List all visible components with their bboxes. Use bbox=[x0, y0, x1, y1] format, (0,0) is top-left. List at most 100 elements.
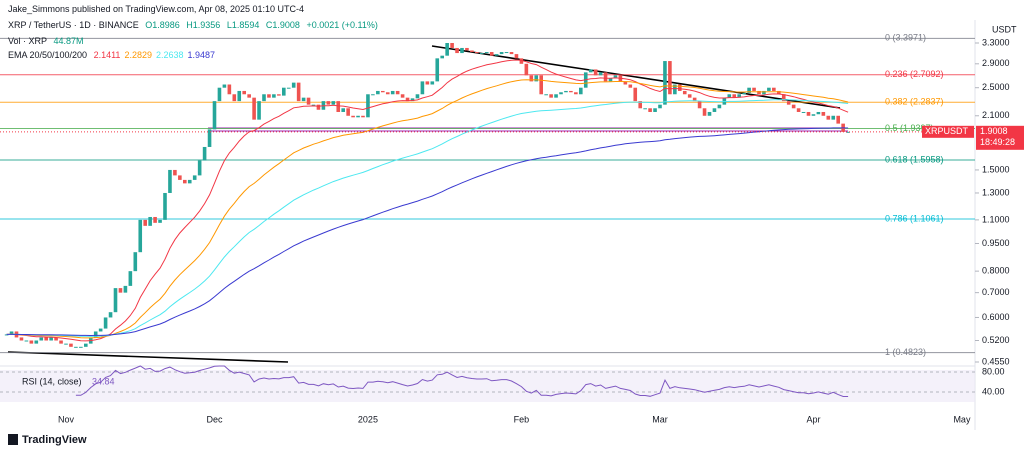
candle bbox=[504, 52, 509, 54]
candle bbox=[79, 346, 83, 348]
candle bbox=[282, 87, 286, 96]
candle bbox=[747, 87, 751, 93]
candle bbox=[395, 90, 400, 95]
candle bbox=[826, 115, 831, 120]
candle bbox=[59, 340, 63, 344]
candle bbox=[366, 94, 370, 118]
candle bbox=[9, 331, 14, 335]
candle bbox=[385, 92, 390, 95]
candle bbox=[767, 87, 771, 91]
candle bbox=[425, 81, 430, 85]
candle bbox=[262, 94, 266, 102]
candle bbox=[227, 84, 232, 95]
candle bbox=[158, 219, 162, 223]
candle bbox=[336, 101, 341, 112]
candle bbox=[732, 94, 737, 98]
candle bbox=[173, 169, 177, 176]
candle bbox=[252, 97, 256, 120]
x-tick-label: Apr bbox=[806, 414, 820, 424]
candle bbox=[316, 104, 321, 110]
candle bbox=[321, 101, 326, 110]
y-tick-label: 3.3000 bbox=[982, 37, 1010, 47]
candle bbox=[549, 94, 553, 98]
candle bbox=[39, 337, 44, 341]
candle bbox=[777, 90, 781, 95]
candle bbox=[405, 97, 410, 102]
symbol-title: XRP / TetherUS · 1D · BINANCE bbox=[8, 20, 139, 30]
candle bbox=[212, 101, 217, 130]
candle bbox=[499, 52, 504, 55]
candle bbox=[673, 84, 677, 95]
candle bbox=[242, 90, 246, 95]
candle bbox=[341, 108, 345, 112]
candle bbox=[4, 334, 9, 336]
candle bbox=[598, 72, 603, 76]
candle bbox=[267, 94, 271, 98]
ohlc-high: H1.9356 bbox=[186, 20, 221, 30]
candle bbox=[687, 94, 692, 98]
candle bbox=[796, 108, 801, 112]
candle bbox=[108, 312, 113, 318]
y-tick-label: 0.6000 bbox=[982, 312, 1010, 322]
logo: TradingView bbox=[22, 434, 87, 446]
fib-label: 0.618 (1.5958) bbox=[885, 154, 944, 164]
candle bbox=[811, 114, 816, 116]
y-tick-label: 2.9000 bbox=[982, 58, 1010, 68]
candle bbox=[668, 61, 672, 95]
candle bbox=[569, 90, 573, 93]
trend-line bbox=[7, 351, 289, 363]
candle bbox=[84, 343, 88, 347]
candle bbox=[415, 94, 420, 99]
ema-line bbox=[6, 79, 849, 339]
candle bbox=[712, 108, 717, 112]
candle bbox=[821, 111, 826, 116]
trend-line bbox=[431, 45, 841, 109]
candle bbox=[593, 69, 598, 76]
candle bbox=[702, 108, 707, 116]
candle bbox=[470, 50, 474, 53]
candle bbox=[361, 115, 365, 118]
candle bbox=[772, 87, 776, 91]
publisher: Jake_Simmons published on TradingView.co… bbox=[8, 4, 305, 14]
ema-value: 1.9487 bbox=[187, 50, 216, 60]
candle bbox=[653, 108, 657, 112]
ema-line bbox=[6, 127, 849, 337]
candle bbox=[737, 94, 741, 98]
candle bbox=[376, 90, 380, 95]
candle bbox=[400, 94, 405, 98]
candle bbox=[618, 75, 623, 82]
candle bbox=[202, 146, 207, 161]
candle bbox=[603, 72, 608, 82]
y-tick-label: 1.3000 bbox=[982, 187, 1010, 197]
ohlc-change: +0.0021 (+0.11%) bbox=[306, 20, 378, 30]
candle bbox=[113, 288, 118, 313]
candle bbox=[519, 58, 524, 64]
candle bbox=[836, 115, 840, 124]
candle bbox=[351, 115, 355, 118]
candle bbox=[371, 94, 375, 96]
candle bbox=[509, 52, 514, 55]
ema-values: 2.1411 2.2829 2.2638 1.9487 bbox=[94, 50, 219, 60]
candle bbox=[663, 61, 667, 105]
candle bbox=[178, 175, 182, 180]
candle bbox=[816, 111, 821, 115]
candle bbox=[133, 252, 138, 272]
ohlc-open: O1.8986 bbox=[145, 20, 180, 30]
candle bbox=[381, 90, 385, 93]
rsi-value: 34.84 bbox=[92, 376, 115, 386]
y-tick-label: 0.8000 bbox=[982, 266, 1010, 276]
ema-line bbox=[6, 59, 849, 342]
last-price: 1.9008 bbox=[980, 126, 1008, 136]
x-tick-label: Mar bbox=[652, 414, 668, 424]
publisher-line: Jake_Simmons published on TradingView.co… bbox=[8, 4, 308, 14]
countdown: 18:49:28 bbox=[980, 137, 1015, 147]
candle bbox=[192, 175, 197, 180]
candle bbox=[346, 108, 350, 116]
candle bbox=[638, 101, 642, 109]
candle bbox=[118, 288, 123, 293]
x-tick-label: Dec bbox=[206, 414, 223, 424]
candle bbox=[440, 55, 444, 59]
candle bbox=[529, 75, 534, 82]
candle bbox=[757, 90, 761, 95]
symbol-line: XRP / TetherUS · 1D · BINANCE O1.8986 H1… bbox=[8, 20, 382, 30]
